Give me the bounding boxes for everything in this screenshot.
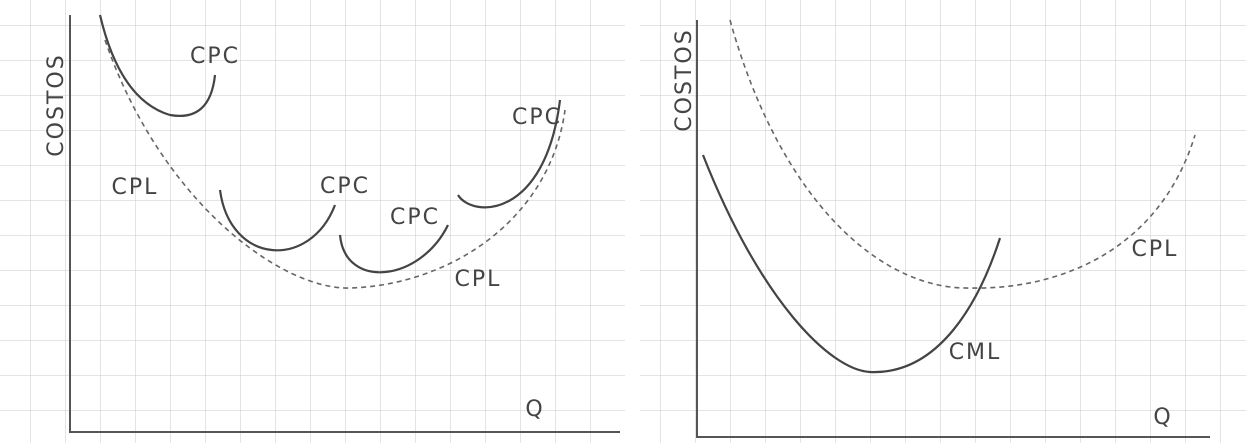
curve-label: CPL bbox=[455, 267, 502, 292]
right-panel: COSTOS Q CPL CML bbox=[672, 19, 1210, 438]
x-axis-label: Q bbox=[1153, 405, 1172, 430]
curve-label: CPC bbox=[512, 105, 562, 130]
axes bbox=[696, 20, 1210, 438]
left-panel: COSTOS Q CPC CPC CPC CPC CPL CPL bbox=[44, 14, 620, 433]
curve-label: CML bbox=[949, 340, 1002, 365]
cpl-curve bbox=[104, 39, 566, 289]
curve-label: CPC bbox=[320, 174, 370, 199]
cml-curve bbox=[701, 154, 1002, 374]
x-axis-label: Q bbox=[525, 397, 544, 422]
cpc-curve bbox=[218, 189, 337, 252]
cpl-curve bbox=[729, 19, 1196, 289]
curve-label: CPL bbox=[112, 175, 159, 200]
curve-label: CPC bbox=[390, 205, 440, 230]
cpc-curve bbox=[338, 224, 449, 274]
cpc-curve bbox=[98, 14, 217, 117]
grid-paper-right bbox=[640, 0, 1246, 443]
cpc-curve bbox=[457, 99, 562, 209]
y-axis-label: COSTOS bbox=[44, 53, 69, 156]
grid-paper-left bbox=[0, 0, 625, 443]
y-axis-label: COSTOS bbox=[672, 28, 697, 131]
curve-label: CPL bbox=[1132, 237, 1179, 262]
axes bbox=[69, 15, 620, 433]
curve-label: CPC bbox=[190, 44, 240, 69]
